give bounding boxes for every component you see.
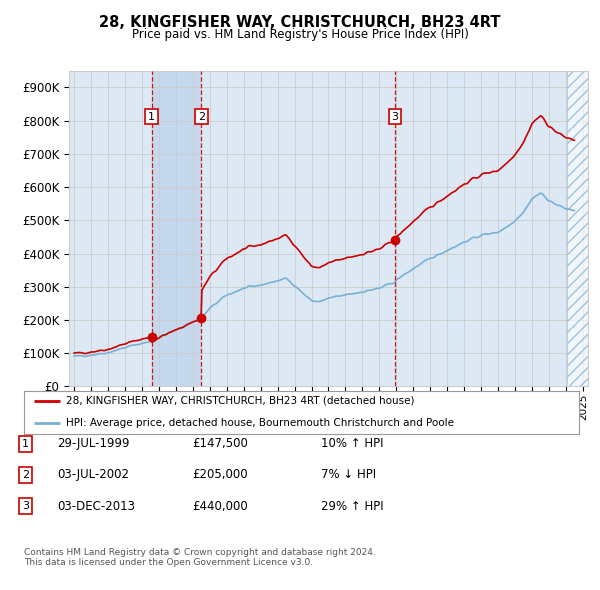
Text: 28, KINGFISHER WAY, CHRISTCHURCH, BH23 4RT (detached house): 28, KINGFISHER WAY, CHRISTCHURCH, BH23 4…: [65, 395, 414, 405]
Text: 2: 2: [22, 470, 29, 480]
Text: 1: 1: [22, 439, 29, 448]
Text: £440,000: £440,000: [192, 500, 248, 513]
Bar: [568, 71, 588, 386]
Text: 10% ↑ HPI: 10% ↑ HPI: [321, 437, 383, 450]
Text: 1: 1: [148, 112, 155, 122]
Text: 29% ↑ HPI: 29% ↑ HPI: [321, 500, 383, 513]
Text: Contains HM Land Registry data © Crown copyright and database right 2024.
This d: Contains HM Land Registry data © Crown c…: [24, 548, 376, 567]
Text: HPI: Average price, detached house, Bournemouth Christchurch and Poole: HPI: Average price, detached house, Bour…: [65, 418, 454, 428]
Text: Price paid vs. HM Land Registry's House Price Index (HPI): Price paid vs. HM Land Registry's House …: [131, 28, 469, 41]
Text: 29-JUL-1999: 29-JUL-1999: [57, 437, 130, 450]
Bar: [568, 71, 588, 386]
Bar: [152, 71, 202, 386]
Text: 03-DEC-2013: 03-DEC-2013: [57, 500, 135, 513]
Text: £205,000: £205,000: [192, 468, 248, 481]
Text: 2: 2: [198, 112, 205, 122]
Text: 3: 3: [22, 502, 29, 511]
Text: 7% ↓ HPI: 7% ↓ HPI: [321, 468, 376, 481]
Text: 03-JUL-2002: 03-JUL-2002: [57, 468, 129, 481]
Text: 28, KINGFISHER WAY, CHRISTCHURCH, BH23 4RT: 28, KINGFISHER WAY, CHRISTCHURCH, BH23 4…: [99, 15, 501, 30]
Text: £147,500: £147,500: [192, 437, 248, 450]
Text: 3: 3: [391, 112, 398, 122]
